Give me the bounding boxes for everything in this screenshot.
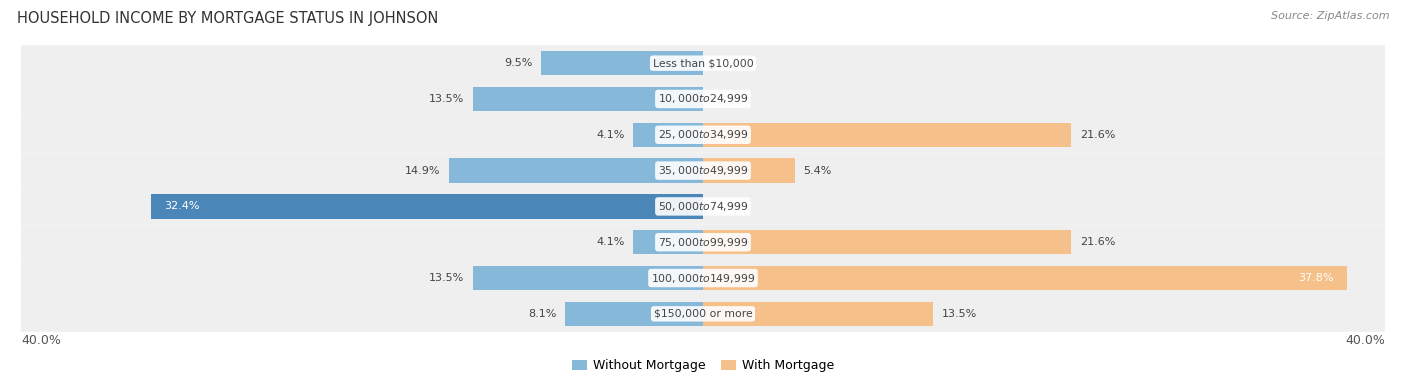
Bar (541, 51, 703, 75)
Text: $50,000 to $74,999: $50,000 to $74,999 (658, 200, 748, 213)
Text: 13.5%: 13.5% (429, 273, 464, 283)
Text: 4.1%: 4.1% (596, 130, 624, 140)
Legend: Without Mortgage, With Mortgage: Without Mortgage, With Mortgage (567, 354, 839, 377)
Text: 40.0%: 40.0% (1346, 334, 1385, 346)
FancyBboxPatch shape (21, 224, 1385, 260)
Text: 21.6%: 21.6% (1080, 237, 1115, 247)
Bar (703, 158, 794, 183)
Text: 13.5%: 13.5% (429, 94, 464, 104)
Text: $25,000 to $34,999: $25,000 to $34,999 (658, 128, 748, 141)
FancyBboxPatch shape (21, 188, 1385, 224)
Text: 4.1%: 4.1% (596, 237, 624, 247)
Text: Less than $10,000: Less than $10,000 (652, 58, 754, 68)
Text: $100,000 to $149,999: $100,000 to $149,999 (651, 271, 755, 285)
FancyBboxPatch shape (21, 260, 1385, 296)
Text: 32.4%: 32.4% (165, 201, 200, 211)
Text: $150,000 or more: $150,000 or more (654, 309, 752, 319)
Bar (703, 230, 1071, 254)
Text: 5.4%: 5.4% (804, 166, 832, 176)
Text: HOUSEHOLD INCOME BY MORTGAGE STATUS IN JOHNSON: HOUSEHOLD INCOME BY MORTGAGE STATUS IN J… (17, 11, 439, 26)
Bar (472, 266, 703, 290)
Bar (472, 87, 703, 111)
Text: 8.1%: 8.1% (529, 309, 557, 319)
Text: 9.5%: 9.5% (505, 58, 533, 68)
Bar (633, 123, 703, 147)
FancyBboxPatch shape (21, 153, 1385, 188)
Bar (633, 230, 703, 254)
Text: 40.0%: 40.0% (21, 334, 60, 346)
FancyBboxPatch shape (21, 81, 1385, 117)
Text: 14.9%: 14.9% (405, 166, 440, 176)
FancyBboxPatch shape (21, 45, 1385, 81)
Text: 37.8%: 37.8% (1298, 273, 1334, 283)
Bar (703, 123, 1071, 147)
FancyBboxPatch shape (21, 296, 1385, 332)
Text: $35,000 to $49,999: $35,000 to $49,999 (658, 164, 748, 177)
Bar (703, 266, 1347, 290)
Text: $75,000 to $99,999: $75,000 to $99,999 (658, 236, 748, 249)
Text: 21.6%: 21.6% (1080, 130, 1115, 140)
Bar (150, 194, 703, 219)
Bar (565, 302, 703, 326)
Text: $10,000 to $24,999: $10,000 to $24,999 (658, 92, 748, 106)
Text: 13.5%: 13.5% (942, 309, 977, 319)
FancyBboxPatch shape (21, 117, 1385, 153)
Bar (703, 302, 934, 326)
Bar (449, 158, 703, 183)
Text: Source: ZipAtlas.com: Source: ZipAtlas.com (1271, 11, 1389, 21)
